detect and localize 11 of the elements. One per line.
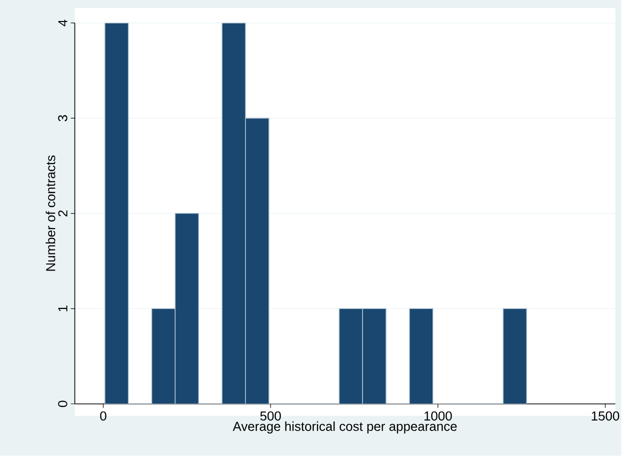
y-tick-label: 0 [58,400,68,408]
x-tick-label: 1500 [592,412,620,421]
y-tick-label: 2 [58,210,68,216]
x-axis-title: Average historical cost per appearance [232,422,457,434]
y-tick-label: 1 [58,306,68,312]
y-tick-label: 4 [58,20,68,26]
y-axis-title: Number of contracts [46,156,56,271]
x-tick-label: 500 [260,412,281,421]
y-tick-label: 3 [58,115,68,122]
x-tick-label: 0 [100,412,106,421]
x-tick-label: 1000 [424,412,452,421]
